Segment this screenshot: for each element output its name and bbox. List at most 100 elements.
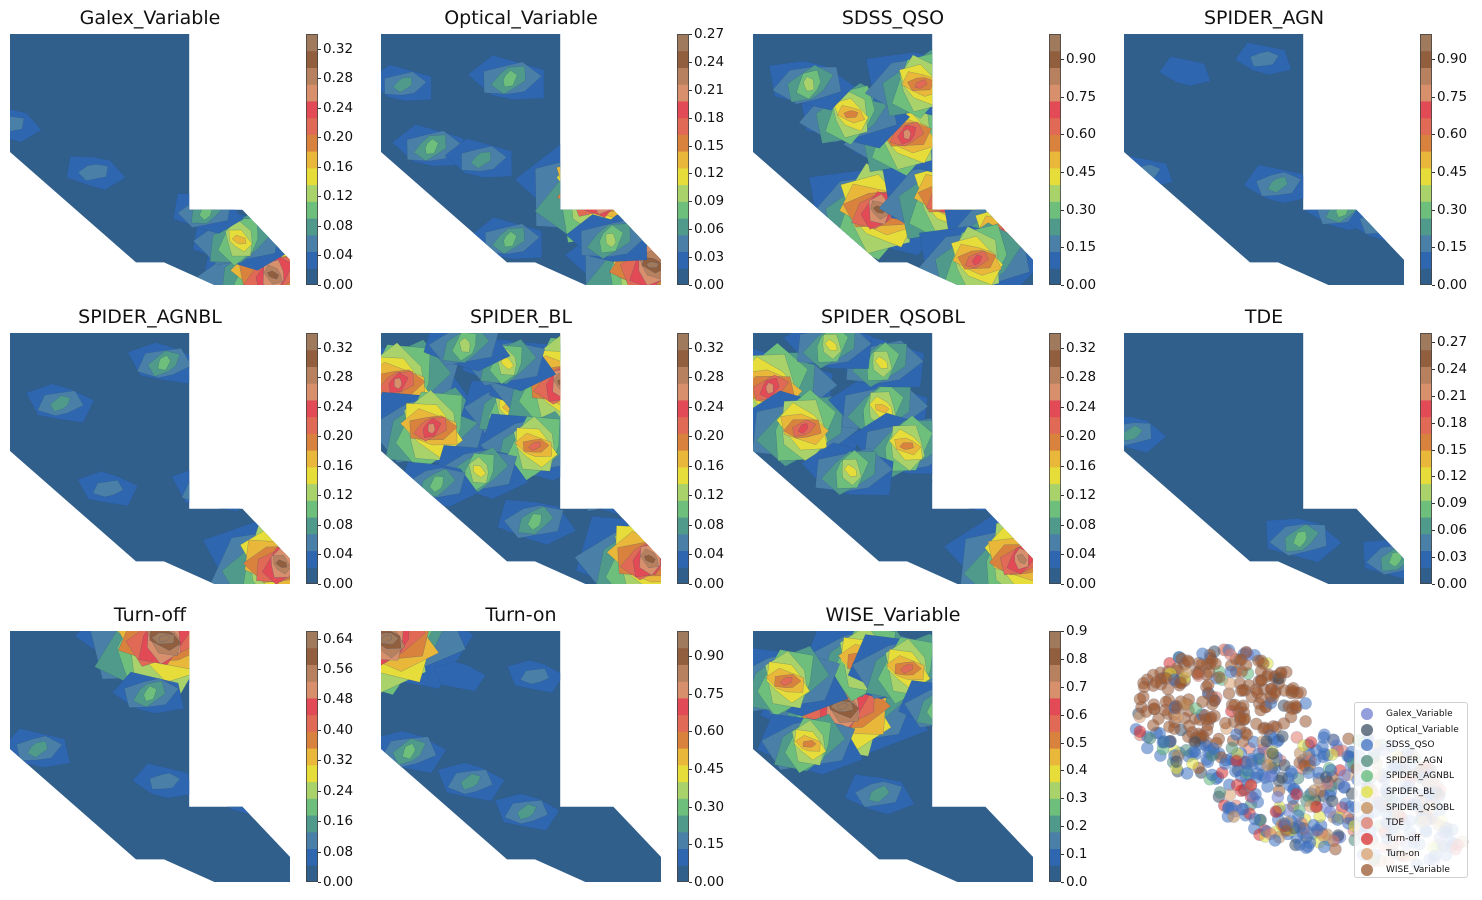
scatter-point <box>1316 740 1329 753</box>
contour-base <box>1124 333 1404 584</box>
colorbar-band <box>1049 399 1061 418</box>
colorbar-tick-mark <box>1061 686 1064 688</box>
colorbar-tick-mark <box>318 436 321 438</box>
scatter-point <box>1186 757 1199 770</box>
colorbar-band <box>306 416 318 434</box>
contour-level <box>930 462 1017 512</box>
colorbar-tick-mark <box>689 34 692 35</box>
colorbar-band <box>1049 647 1061 665</box>
colorbar-tick-mark <box>318 48 321 50</box>
colorbar-band <box>1049 631 1061 649</box>
colorbar-band <box>677 84 689 102</box>
contour-level <box>903 128 911 140</box>
legend-label: SDSS_QSO <box>1386 740 1435 751</box>
colorbar-band <box>306 134 318 152</box>
colorbar-band <box>677 34 689 52</box>
scatter-point <box>1213 670 1226 684</box>
colorbar-tick-mark <box>1432 59 1435 61</box>
scatter-point <box>1225 741 1239 755</box>
colorbar-band <box>677 567 689 584</box>
colorbar-band <box>1049 567 1061 584</box>
colorbar-band <box>306 184 318 202</box>
colorbar-tick-label: 0.32 <box>323 339 354 356</box>
colorbar-band <box>1049 433 1061 451</box>
colorbar-band <box>1049 416 1061 434</box>
colorbar-tick-label: 0.24 <box>1437 360 1468 377</box>
colorbar-band <box>677 433 689 451</box>
scatter-point <box>1238 712 1252 726</box>
colorbar-tick-mark <box>689 731 692 733</box>
contour-level <box>433 661 486 692</box>
scatter-point <box>1244 778 1258 792</box>
colorbar-band <box>306 450 318 468</box>
colorbar-tick-label: 0.90 <box>1437 51 1468 68</box>
colorbar-band <box>677 383 689 401</box>
colorbar-band <box>1049 134 1061 152</box>
colorbar-band <box>1049 517 1061 535</box>
colorbar-tick-mark <box>1432 209 1435 211</box>
colorbar-band <box>306 167 318 186</box>
colorbar-tick-mark <box>318 638 321 640</box>
legend-label: SPIDER_QSOBL <box>1386 802 1455 813</box>
colorbar-band <box>306 151 318 169</box>
colorbar-tick-mark <box>1061 285 1064 286</box>
colorbar-tick-label: 0.15 <box>1066 239 1097 256</box>
colorbar-tick-label: 0.90 <box>694 648 725 665</box>
contour-level <box>1249 50 1279 67</box>
colorbar-band <box>677 748 689 766</box>
contour-level <box>969 34 1033 92</box>
colorbar-tick-label: 0.9 <box>1066 623 1088 639</box>
scatter-point <box>1209 657 1222 671</box>
scatter-point <box>1159 672 1173 685</box>
colorbar-tick-label: 0.04 <box>323 546 354 563</box>
colorbar-tick-label: 0.16 <box>323 158 354 175</box>
colorbar-tick-label: 0.7 <box>1066 678 1088 695</box>
colorbar-band <box>1420 450 1432 468</box>
colorbar-tick-mark <box>1432 395 1435 397</box>
colorbar-band <box>1049 500 1061 518</box>
colorbar <box>1049 631 1061 882</box>
contour-level <box>470 151 492 169</box>
contour-plot <box>753 631 1033 882</box>
scatter-point <box>1208 694 1221 707</box>
colorbar-band <box>1049 815 1061 833</box>
contour-level <box>1292 530 1308 548</box>
colorbar-tick-mark <box>1061 854 1064 856</box>
colorbar-band <box>306 731 318 749</box>
contour-level <box>234 788 255 805</box>
colorbar-band <box>1420 234 1432 253</box>
colorbar-tick-label: 0.20 <box>323 428 354 445</box>
colorbar-band <box>1049 664 1061 682</box>
colorbar-tick-mark <box>1061 59 1064 61</box>
colorbar-band <box>1049 383 1061 401</box>
colorbar-band <box>1420 383 1432 401</box>
contour-plot <box>10 333 290 584</box>
colorbar-tick-mark <box>689 229 692 231</box>
colorbar-band <box>306 218 318 236</box>
colorbar-tick-mark <box>689 201 692 203</box>
colorbar-tick-label: 0.00 <box>1437 277 1468 293</box>
colorbar-tick-mark <box>689 769 692 771</box>
contour-level <box>402 743 416 760</box>
colorbar <box>677 631 689 882</box>
legend-marker <box>1361 770 1373 783</box>
colorbar-band <box>1049 117 1061 135</box>
scatter-point <box>1224 648 1237 661</box>
scatter-point <box>1254 703 1267 717</box>
scatter-point <box>1250 717 1263 731</box>
colorbar-band <box>677 366 689 384</box>
colorbar-tick-label: 0.00 <box>694 874 725 890</box>
contour-level <box>645 261 659 268</box>
contour-level <box>393 377 402 390</box>
colorbar-tick-mark <box>1061 798 1064 800</box>
scatter-point <box>1183 719 1196 733</box>
colorbar-band <box>677 681 689 699</box>
colorbar <box>1049 34 1061 285</box>
colorbar-tick-mark <box>689 285 692 286</box>
colorbar-band <box>1420 167 1432 186</box>
contour-level <box>874 356 888 369</box>
colorbar-band <box>1049 50 1061 68</box>
legend-marker <box>1361 832 1373 845</box>
legend-label: SPIDER_BL <box>1386 787 1435 797</box>
colorbar-tick-mark <box>1061 436 1064 438</box>
